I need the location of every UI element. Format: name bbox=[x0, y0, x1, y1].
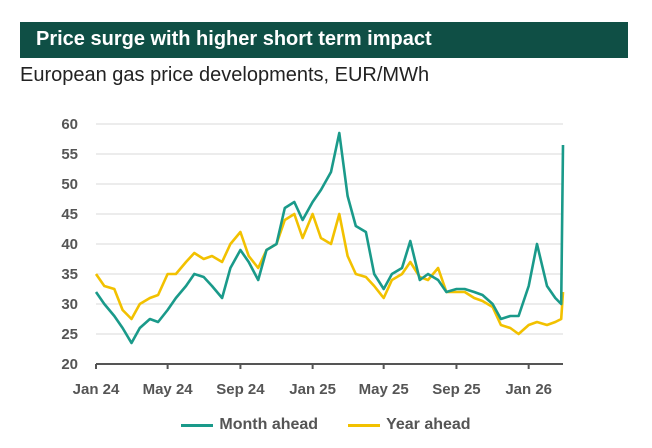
x-tick-label: Sep 25 bbox=[432, 381, 480, 398]
y-tick-label: 45 bbox=[61, 206, 78, 223]
y-tick-label: 60 bbox=[61, 116, 78, 133]
x-tick-label: May 24 bbox=[143, 381, 194, 398]
x-tick-label: Sep 24 bbox=[216, 381, 265, 398]
y-tick-label: 25 bbox=[61, 326, 78, 343]
y-tick-label: 20 bbox=[61, 356, 78, 373]
series-line-month-ahead bbox=[94, 131, 565, 345]
y-tick-label: 55 bbox=[61, 146, 78, 163]
legend-label: Month ahead bbox=[219, 416, 319, 433]
legend-item-month-ahead: Month ahead bbox=[181, 416, 318, 434]
x-tick-label: May 25 bbox=[359, 381, 409, 398]
y-tick-label: 35 bbox=[61, 266, 78, 283]
chart-title: European gas price developments, EUR/MWh bbox=[20, 64, 430, 86]
series-line-year-ahead bbox=[94, 212, 565, 336]
y-tick-label: 40 bbox=[61, 236, 78, 253]
x-tick-label: Jan 26 bbox=[505, 381, 552, 398]
x-tick-label: Jan 25 bbox=[289, 381, 336, 398]
legend: Month ahead Year ahead bbox=[0, 416, 652, 434]
chart-headline: Price surge with higher short term impac… bbox=[36, 28, 432, 50]
y-tick-label: 30 bbox=[61, 296, 78, 313]
legend-item-year-ahead: Year ahead bbox=[348, 416, 471, 434]
legend-label: Year ahead bbox=[386, 416, 471, 433]
title-banner: Price surge with higher short term impac… bbox=[20, 22, 628, 58]
x-tick-label: Jan 24 bbox=[73, 381, 120, 398]
legend-swatch-month-ahead bbox=[181, 423, 214, 427]
legend-swatch-year-ahead bbox=[348, 423, 381, 427]
y-tick-label: 50 bbox=[61, 176, 78, 193]
